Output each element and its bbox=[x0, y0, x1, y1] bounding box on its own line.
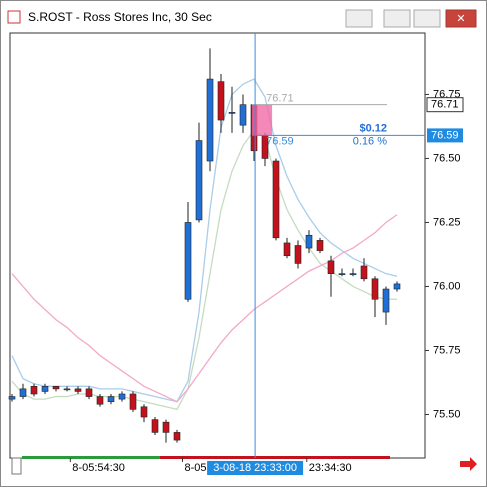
x-tick-label: 23:34:30 bbox=[309, 462, 352, 474]
candle-body bbox=[74, 388, 82, 392]
candle-body bbox=[206, 78, 214, 162]
candle-body bbox=[52, 386, 60, 390]
link-button[interactable] bbox=[345, 9, 373, 28]
session-bar bbox=[160, 456, 390, 459]
measure-end-label: 76.59 bbox=[266, 135, 294, 147]
y-tick-label: 76.50 bbox=[433, 152, 461, 164]
candle-body bbox=[294, 245, 302, 264]
x-tick-label: 8-05:54:30 bbox=[72, 462, 125, 474]
y-tick-label: 75.75 bbox=[433, 344, 461, 356]
crosshair-label-bg bbox=[207, 461, 304, 475]
candle-body bbox=[195, 140, 203, 221]
maximize-button[interactable] bbox=[413, 9, 441, 28]
candle-body bbox=[129, 393, 137, 410]
x-tick-label: 8-05 bbox=[185, 462, 207, 474]
candle-body bbox=[184, 222, 192, 300]
app-icon bbox=[7, 10, 21, 24]
plot-area bbox=[9, 32, 426, 459]
price-marker-label: 76.59 bbox=[431, 129, 459, 141]
y-tick-label: 76.25 bbox=[433, 216, 461, 228]
y-tick-label: 76.00 bbox=[433, 280, 461, 292]
candle-body bbox=[30, 386, 38, 395]
candle-body bbox=[118, 393, 126, 400]
candle-body bbox=[63, 388, 71, 391]
scroll-box[interactable] bbox=[11, 457, 22, 475]
crosshair-label: 3-08-18 23:33:00 bbox=[213, 462, 297, 474]
measure-percent: 0.16 % bbox=[353, 135, 387, 147]
price-marker-label: 76.71 bbox=[431, 99, 459, 111]
candle-body bbox=[8, 396, 16, 400]
measure-start-label: 76.71 bbox=[266, 93, 294, 105]
candle-body bbox=[393, 283, 401, 290]
measure-box bbox=[252, 104, 273, 136]
candle-body bbox=[217, 81, 225, 121]
session-bar bbox=[22, 456, 160, 459]
close-button[interactable] bbox=[445, 9, 477, 28]
candle-body bbox=[239, 104, 247, 126]
candle-body bbox=[19, 388, 27, 397]
candle-body bbox=[360, 265, 368, 280]
moving-average bbox=[11, 214, 398, 403]
candle-body bbox=[349, 273, 357, 275]
close-icon: ✕ bbox=[456, 13, 465, 25]
window-title: S.ROST - Ross Stores Inc, 30 Sec bbox=[28, 10, 212, 24]
minimize-button[interactable] bbox=[383, 9, 411, 28]
candle-body bbox=[107, 396, 115, 402]
candle-body bbox=[305, 234, 313, 249]
moving-average bbox=[11, 78, 398, 403]
price-marker bbox=[427, 128, 463, 143]
candle-body bbox=[283, 242, 291, 257]
candle-body bbox=[371, 278, 379, 300]
candle-body bbox=[228, 112, 236, 114]
candle-body bbox=[151, 419, 159, 433]
price-marker bbox=[426, 97, 464, 113]
candle-body bbox=[316, 240, 324, 251]
scroll-arrow[interactable] bbox=[460, 457, 477, 471]
y-tick-label: 75.50 bbox=[433, 408, 461, 420]
candle-body bbox=[162, 421, 170, 433]
candle-body bbox=[173, 432, 181, 441]
candle-body bbox=[41, 386, 49, 392]
candle-body bbox=[338, 273, 346, 275]
candle-body bbox=[140, 406, 148, 418]
candle-body bbox=[96, 396, 104, 405]
candle-body bbox=[327, 260, 335, 274]
measure-change: $0.12 bbox=[359, 122, 387, 134]
candle-body bbox=[85, 388, 93, 397]
candle-body bbox=[382, 288, 390, 313]
candle-body bbox=[272, 160, 280, 239]
